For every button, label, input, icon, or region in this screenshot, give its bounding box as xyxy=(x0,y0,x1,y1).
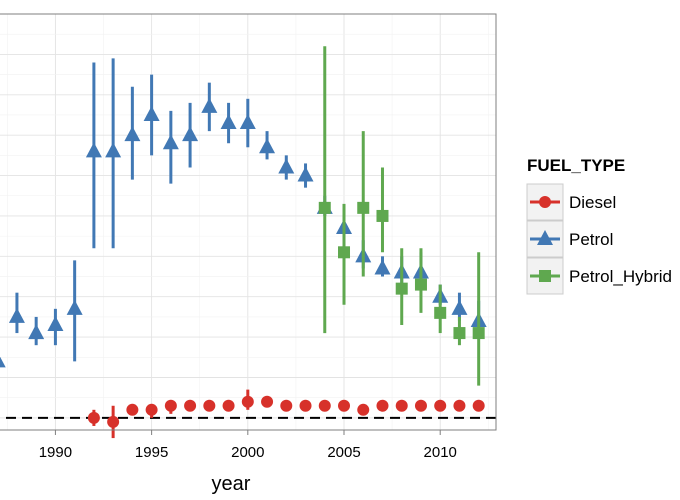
diesel-point xyxy=(87,411,100,424)
petrol-hybrid-point xyxy=(395,282,408,295)
petrol-point xyxy=(278,158,295,174)
petrol-point xyxy=(220,114,237,130)
petrol-hybrid-point xyxy=(357,201,370,214)
legend-item-petrol-hybrid: Petrol_Hybrid xyxy=(526,257,672,295)
petrol-point xyxy=(28,324,45,340)
plot-border xyxy=(0,13,497,431)
diesel-point xyxy=(280,399,293,412)
petrol-hybrid-point xyxy=(414,278,427,291)
petrol-point xyxy=(374,259,391,275)
diesel-point xyxy=(453,399,466,412)
series-diesel xyxy=(87,389,485,439)
diesel-point xyxy=(318,399,331,412)
diesel-point xyxy=(107,415,120,428)
legend-label: Petrol xyxy=(569,230,613,249)
legend-item-petrol: Petrol xyxy=(526,220,613,258)
petrol-point xyxy=(239,114,256,130)
x-axis-title: year xyxy=(212,473,251,495)
diesel-point xyxy=(395,399,408,412)
diesel-point xyxy=(241,395,254,408)
petrol-point xyxy=(297,166,314,182)
petrol-point xyxy=(124,126,141,142)
petrol-hybrid-point xyxy=(453,327,466,340)
diesel-point xyxy=(184,399,197,412)
legend-key-marker xyxy=(537,230,553,245)
x-axis: 1990 1995 2000 2005 2010 xyxy=(39,430,457,461)
diesel-point xyxy=(145,403,158,416)
petrol-point xyxy=(66,299,83,315)
petrol-point xyxy=(0,356,6,368)
petrol-hybrid-point xyxy=(338,246,351,259)
diesel-point xyxy=(299,399,312,412)
x-tick-label: 1990 xyxy=(39,444,72,461)
petrol-point xyxy=(451,299,468,315)
petrol-hybrid-point xyxy=(376,209,389,222)
x-tick-label: 1995 xyxy=(135,444,168,461)
diesel-point xyxy=(414,399,427,412)
petrol-point xyxy=(105,142,122,158)
diesel-point xyxy=(338,399,351,412)
diesel-point xyxy=(261,395,274,408)
legend-key-marker xyxy=(539,196,551,208)
legend-label: Petrol_Hybrid xyxy=(569,267,672,286)
petrol-point xyxy=(162,134,179,150)
petrol-point xyxy=(259,138,276,154)
petrol-point xyxy=(143,105,160,121)
legend-key-marker xyxy=(539,270,551,282)
petrol-point xyxy=(8,307,25,323)
diesel-point xyxy=(357,403,370,416)
legend-label: Diesel xyxy=(569,193,616,212)
plot-area xyxy=(0,13,496,439)
legend: FUEL_TYPE Diesel Petrol Petrol_Hybrid xyxy=(526,156,672,295)
diesel-point xyxy=(434,399,447,412)
diesel-point xyxy=(222,399,235,412)
petrol-point xyxy=(182,126,199,142)
legend-title: FUEL_TYPE xyxy=(527,156,625,175)
diesel-point xyxy=(472,399,485,412)
diesel-point xyxy=(376,399,389,412)
petrol-point xyxy=(85,142,102,158)
diesel-point xyxy=(126,403,139,416)
petrol-point xyxy=(201,97,218,113)
x-tick-label: 2005 xyxy=(327,444,360,461)
legend-item-diesel: Diesel xyxy=(526,183,616,221)
petrol-hybrid-point xyxy=(472,327,485,340)
x-tick-label: 2000 xyxy=(231,444,264,461)
diesel-point xyxy=(164,399,177,412)
series-petrol-hybrid xyxy=(318,46,485,386)
petrol-point xyxy=(47,315,64,331)
diesel-point xyxy=(203,399,216,412)
x-tick-label: 2010 xyxy=(424,444,457,461)
petrol-hybrid-point xyxy=(434,306,447,319)
petrol-hybrid-point xyxy=(318,201,331,214)
